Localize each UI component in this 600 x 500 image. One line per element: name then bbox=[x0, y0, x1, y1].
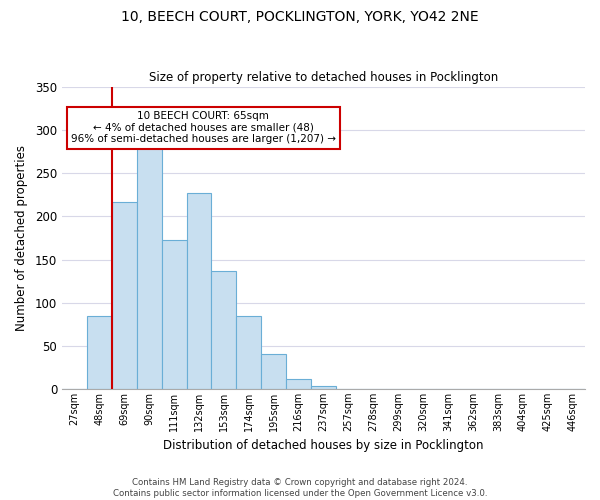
Bar bbox=[137, 145, 161, 389]
Bar bbox=[87, 316, 112, 389]
Bar bbox=[236, 316, 261, 389]
X-axis label: Distribution of detached houses by size in Pocklington: Distribution of detached houses by size … bbox=[163, 440, 484, 452]
Bar bbox=[187, 193, 211, 389]
Text: 10 BEECH COURT: 65sqm
← 4% of detached houses are smaller (48)
96% of semi-detac: 10 BEECH COURT: 65sqm ← 4% of detached h… bbox=[71, 111, 336, 144]
Bar bbox=[286, 378, 311, 389]
Bar bbox=[211, 270, 236, 389]
Y-axis label: Number of detached properties: Number of detached properties bbox=[15, 145, 28, 331]
Title: Size of property relative to detached houses in Pocklington: Size of property relative to detached ho… bbox=[149, 72, 498, 85]
Bar bbox=[161, 240, 187, 389]
Text: 10, BEECH COURT, POCKLINGTON, YORK, YO42 2NE: 10, BEECH COURT, POCKLINGTON, YORK, YO42… bbox=[121, 10, 479, 24]
Text: Contains HM Land Registry data © Crown copyright and database right 2024.
Contai: Contains HM Land Registry data © Crown c… bbox=[113, 478, 487, 498]
Bar bbox=[112, 202, 137, 389]
Bar bbox=[311, 386, 336, 389]
Bar bbox=[261, 354, 286, 389]
